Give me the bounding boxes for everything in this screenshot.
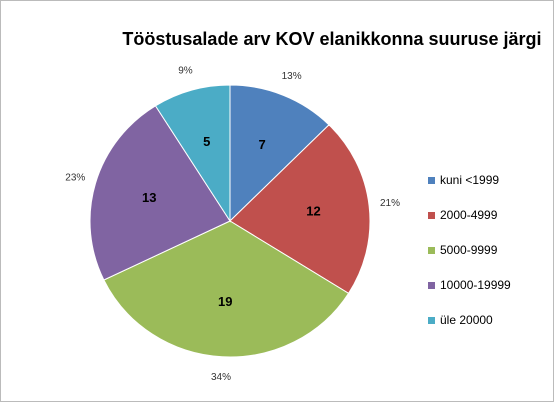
- pie-slice: [229, 84, 330, 223]
- value-label: 5: [203, 134, 210, 149]
- legend-swatch: [428, 212, 435, 219]
- chart-title: Tööstusalade arv KOV elanikkonna suuruse…: [122, 29, 541, 49]
- legend-label: üle 20000: [440, 313, 493, 327]
- pie-slice: [229, 124, 371, 295]
- pie-slice: [103, 220, 350, 358]
- percent-label: 23%: [65, 172, 85, 183]
- legend-label: 2000-4999: [440, 208, 498, 222]
- legend-label: 5000-9999: [440, 243, 498, 257]
- legend-swatch: [428, 247, 435, 254]
- pie-slice: [154, 84, 231, 223]
- percent-label: 13%: [282, 71, 302, 82]
- percent-label: 21%: [380, 198, 400, 209]
- legend-label: 10000-19999: [440, 278, 511, 292]
- legend-swatch: [428, 177, 435, 184]
- value-label: 12: [306, 203, 320, 218]
- legend-label: kuni <1999: [440, 173, 499, 187]
- legend-swatch: [428, 282, 435, 289]
- value-label: 13: [142, 190, 156, 205]
- legend-swatch: [428, 317, 435, 324]
- value-label: 7: [259, 137, 266, 152]
- percent-label: 34%: [211, 372, 231, 383]
- percent-label: 9%: [178, 65, 193, 76]
- pie-slice: [89, 105, 231, 281]
- value-label: 19: [218, 294, 232, 309]
